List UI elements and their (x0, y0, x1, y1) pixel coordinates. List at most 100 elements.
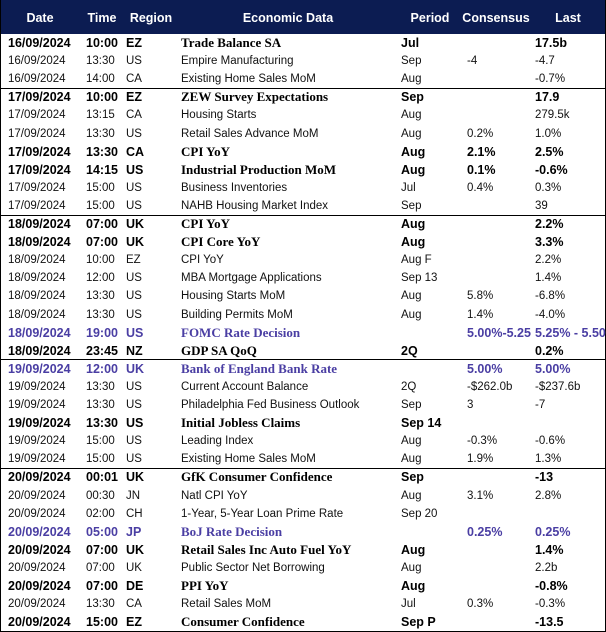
region-cell: US (126, 181, 142, 194)
last-cell: 5.25% - 5.50% (535, 325, 606, 340)
region-cell: US (126, 399, 142, 411)
last-cell: 17.5b (535, 36, 567, 50)
left-border (0, 0, 1, 632)
header-row: Date Time Region Economic Data Period Consens… (0, 0, 606, 34)
date-cell: 18/09/2024 (8, 343, 71, 358)
last-cell: -7 (535, 399, 546, 411)
date-cell: 20/09/2024 (8, 579, 71, 593)
table-row: 17/09/2024 13:30 US Retail Sales Advance Mo… (0, 125, 606, 143)
period-cell: Jul (401, 36, 420, 50)
date-cell: 18/09/2024 (8, 325, 71, 340)
date-cell: 17/09/2024 (8, 109, 66, 122)
time-cell: 10:00 (86, 254, 115, 267)
region-cell: CA (126, 144, 145, 159)
last-cell: -0.3% (535, 598, 566, 611)
column-header: Consensus (462, 11, 530, 25)
date-cell: 17/09/2024 (8, 181, 66, 194)
last-cell: -$237.6b (535, 380, 581, 393)
economic-data-cell: Business Inventories (181, 181, 288, 194)
time-cell: 14:15 (86, 162, 118, 177)
time-cell: 13:30 (86, 127, 115, 140)
consensus-cell: 0.2% (467, 127, 494, 140)
period-cell: Sep 20 (401, 507, 438, 520)
last-cell: -4.0% (535, 308, 566, 321)
date-cell: 19/09/2024 (8, 380, 66, 393)
period-cell: Aug (401, 579, 426, 593)
period-cell: Aug (401, 144, 426, 159)
economic-data-cell: Retail Sales MoM (181, 598, 272, 611)
time-cell: 07:00 (86, 217, 118, 231)
time-cell: 10:00 (86, 90, 118, 105)
table-row: 18/09/2024 23:45 NZ GDP SA QoQ 2Q 0.2% (0, 342, 606, 360)
period-cell: Sep 14 (401, 416, 442, 431)
time-cell: 07:00 (86, 561, 115, 574)
region-cell: US (126, 162, 144, 177)
region-cell: US (126, 272, 142, 285)
economic-data-cell: Philadelphia Fed Business Outlook (181, 399, 360, 411)
region-cell: CA (126, 598, 142, 611)
date-cell: 18/09/2024 (8, 254, 66, 267)
economic-data-cell: Building Permits MoM (181, 308, 293, 321)
column-header: Region (129, 11, 173, 25)
economic-data-cell: Public Sector Net Borrowing (181, 561, 325, 574)
consensus-cell: -$262.0b (467, 380, 513, 393)
time-cell: 15:00 (86, 181, 115, 194)
table-row: 19/09/2024 12:00 UK Bank of England Bank Ra… (0, 360, 606, 378)
day-separator (0, 359, 606, 361)
date-cell: 20/09/2024 (8, 598, 66, 611)
economic-data-cell: ZEW Survey Expectations (181, 89, 329, 105)
consensus-cell: -0.3% (467, 435, 498, 448)
date-cell: 20/09/2024 (8, 615, 71, 630)
economic-data-cell: MBA Mortgage Applications (181, 272, 322, 285)
time-cell: 07:00 (86, 579, 118, 593)
region-cell: US (126, 435, 142, 448)
region-cell: US (126, 55, 142, 68)
period-cell: Aug (401, 127, 422, 140)
region-cell: US (126, 127, 142, 140)
region-cell: CH (126, 507, 143, 520)
date-cell: 18/09/2024 (8, 272, 66, 285)
period-cell: Sep P (401, 615, 436, 630)
economic-data-cell: Housing Starts MoM (181, 290, 286, 303)
consensus-cell: 5.00%-5.25 (467, 325, 531, 340)
region-cell: CA (126, 109, 142, 122)
economic-data-cell: CPI YoY (181, 254, 224, 267)
economic-data-cell: CPI YoY (181, 143, 230, 159)
period-cell: Sep (401, 90, 424, 105)
table-row: 16/09/2024 10:00 EZ Trade Balance SA Jul 17.5… (0, 34, 606, 52)
column-header: Time (87, 11, 117, 25)
table-row: 20/09/2024 07:00 UK Public Sector Net Borro… (0, 559, 606, 577)
region-cell: US (126, 453, 142, 466)
economic-data-cell: CPI Core YoY (181, 234, 261, 250)
period-cell: Sep (401, 55, 422, 68)
economic-data-cell: Housing Starts (181, 109, 257, 122)
last-cell: 0.3% (535, 181, 562, 194)
date-cell: 20/09/2024 (8, 470, 71, 485)
last-cell: 2.2b (535, 561, 558, 574)
period-cell: Aug (401, 435, 422, 448)
table-row: 20/09/2024 00:30 JN Natl CPI YoY Aug 3.1% 2.8% (0, 487, 606, 505)
economic-data-cell: NAHB Housing Market Index (181, 199, 329, 212)
period-cell: 2Q (401, 343, 418, 358)
consensus-cell: 0.25% (467, 524, 503, 539)
last-cell: 17.9 (535, 90, 560, 105)
economic-data-cell: Natl CPI YoY (181, 489, 248, 502)
time-cell: 23:45 (86, 343, 118, 358)
period-cell: Jul (401, 181, 416, 194)
last-cell: 2.5% (535, 144, 564, 159)
economic-data-cell: Bank of England Bank Rate (181, 360, 338, 376)
economic-data-cell: Retail Sales Advance MoM (181, 127, 319, 140)
table-row: 19/09/2024 13:30 US Initial Jobless Claims S… (0, 414, 606, 432)
period-cell: Aug (401, 217, 426, 231)
economic-data-cell: 1-Year, 5-Year Loan Prime Rate (181, 507, 344, 520)
economic-data-cell: CPI YoY (181, 216, 230, 231)
period-cell: Sep (401, 470, 424, 485)
last-cell: 1.4% (535, 272, 562, 285)
date-cell: 17/09/2024 (8, 162, 71, 177)
table-row: 19/09/2024 15:00 US Leading Index Aug -0.3% -0… (0, 432, 606, 450)
region-cell: UK (126, 361, 145, 376)
period-cell: Aug (401, 453, 422, 466)
table-row: 18/09/2024 13:30 US Building Permits MoM Aug… (0, 306, 606, 324)
last-cell: 0.2% (535, 343, 564, 358)
